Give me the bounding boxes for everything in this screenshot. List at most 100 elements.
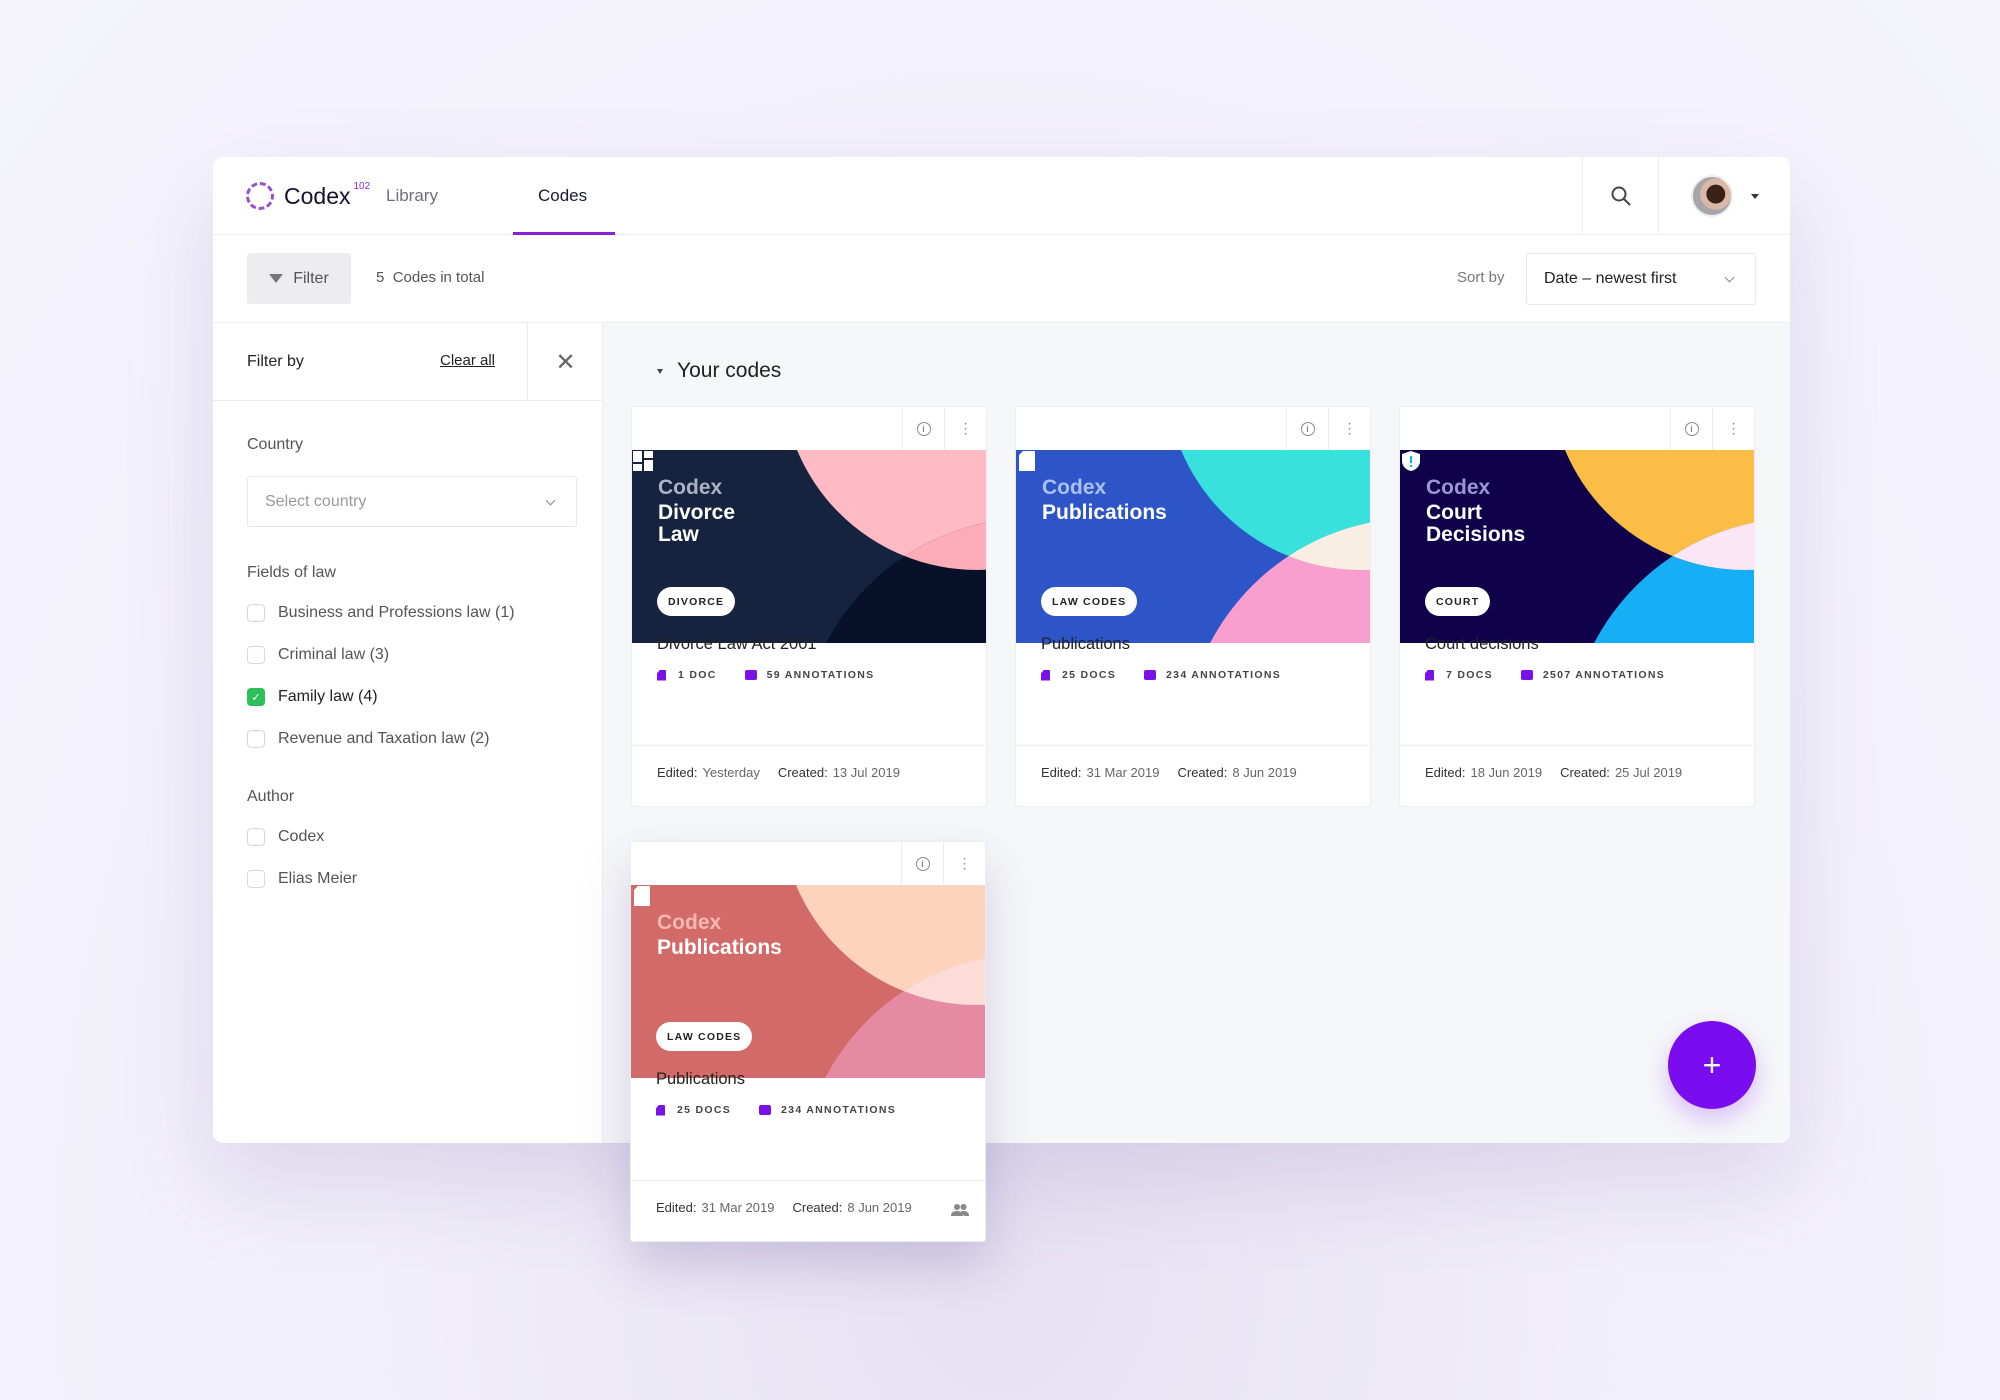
card-cover[interactable]: Codex Publications LAW CODES <box>1016 450 1370 643</box>
card-title[interactable]: Court decisions <box>1425 635 1539 653</box>
more-button[interactable]: ⋮ <box>1712 407 1754 450</box>
created-value: 25 Jul 2019 <box>1614 765 1683 780</box>
chevron-down-icon <box>545 495 556 506</box>
code-card[interactable]: i ⋮ Codex Publications LAW CODES Publica… <box>630 841 986 1242</box>
document-icon <box>656 1104 665 1116</box>
divider <box>1016 745 1370 746</box>
close-filter-button[interactable]: ✕ <box>527 323 603 401</box>
country-placeholder: Select country <box>265 492 367 510</box>
search-button[interactable] <box>1582 157 1658 235</box>
card-cover[interactable]: Codex Divorce Law DIVORCE <box>632 450 986 643</box>
avatar <box>1690 175 1733 217</box>
card-cover[interactable]: Codex Publications LAW CODES <box>631 885 985 1078</box>
card-footer: Edited: 18 Jun 2019 Created: 25 Jul 2019 <box>1425 765 1700 780</box>
checkbox[interactable] <box>247 646 265 664</box>
created-value: 13 Jul 2019 <box>832 765 900 780</box>
created-value: 8 Jun 2019 <box>847 1200 912 1215</box>
card-title[interactable]: Divorce Law Act 2001 <box>657 635 817 653</box>
code-card[interactable]: i ⋮ Codex Court Decisions COURT Court de… <box>1399 406 1755 807</box>
cover-art <box>797 450 986 643</box>
count-label: Codes in total <box>392 269 485 286</box>
card-cover[interactable]: Codex Court Decisions COURT <box>1400 450 1754 643</box>
annotations-count: 59 ANNOTATIONS <box>766 669 875 681</box>
logo-version: 102 <box>353 180 371 192</box>
logo-text: Codex <box>284 182 351 209</box>
checkbox-label: Revenue and Taxation law (2) <box>278 730 490 747</box>
annotations-count: 2507 ANNOTATIONS <box>1542 669 1666 681</box>
annotations-count: 234 ANNOTATIONS <box>1166 669 1282 681</box>
created-label: Created: <box>792 1200 843 1215</box>
filter-button[interactable]: Filter <box>247 253 351 304</box>
card-stats: 1 DOC 59 ANNOTATIONS <box>657 669 874 681</box>
info-button[interactable]: i <box>1670 407 1712 450</box>
tab-codes[interactable]: Codes <box>538 186 588 205</box>
cover-art <box>1565 450 1754 643</box>
docs-count: 25 DOCS <box>677 1104 732 1116</box>
edited-value: 31 Mar 2019 <box>701 1200 775 1215</box>
checkbox[interactable] <box>247 828 265 846</box>
info-button[interactable]: i <box>902 407 944 450</box>
checkbox-business-law[interactable]: Business and Professions law (1) <box>247 604 515 622</box>
codex-logo-icon <box>246 182 274 210</box>
filter-sidebar: Filter by Clear all ✕ Country Select cou… <box>213 323 603 1143</box>
checkbox-checked[interactable]: ✓ <box>247 688 265 706</box>
clear-all-link[interactable]: Clear all <box>440 352 496 369</box>
tab-library[interactable]: Library <box>386 186 438 205</box>
checkbox-family-law[interactable]: ✓ Family law (4) <box>247 688 378 706</box>
more-button[interactable]: ⋮ <box>1328 407 1370 450</box>
checkbox-revenue-law[interactable]: Revenue and Taxation law (2) <box>247 730 489 748</box>
annotation-icon <box>759 1105 772 1115</box>
codes-count: 5 Codes in total <box>376 269 484 286</box>
toolbar: Filter 5 Codes in total Sort by Date – n… <box>213 235 1790 323</box>
sort-select[interactable]: Date – newest first <box>1526 253 1756 305</box>
filter-header: Filter by Clear all ✕ <box>213 323 602 401</box>
checkbox-label: Codex <box>278 828 325 845</box>
code-card[interactable]: i ⋮ Codex Divorce Law DIVORCE Divorce La… <box>631 406 987 807</box>
checkbox[interactable] <box>247 730 265 748</box>
edited-label: Edited: <box>657 765 698 780</box>
section-toggle[interactable]: Your codes <box>657 359 781 383</box>
card-footer: Edited: 31 Mar 2019 Created: 8 Jun 2019 <box>1041 765 1315 780</box>
checkbox[interactable] <box>247 870 265 888</box>
more-button[interactable]: ⋮ <box>944 407 986 450</box>
user-menu[interactable] <box>1658 157 1790 235</box>
divider <box>631 1180 985 1181</box>
card-stats: 25 DOCS 234 ANNOTATIONS <box>656 1104 896 1116</box>
created-value: 8 Jun 2019 <box>1232 765 1297 780</box>
card-title[interactable]: Publications <box>1041 635 1130 653</box>
caret-down-icon <box>657 368 663 374</box>
code-card[interactable]: i ⋮ Codex Publications LAW CODES Publica… <box>1015 406 1371 807</box>
plus-icon: + <box>1702 1046 1722 1083</box>
info-icon: i <box>1300 421 1315 436</box>
card-toolbar: i ⋮ <box>631 842 985 885</box>
cover-brand: Codex <box>657 911 722 934</box>
cover-tag: LAW CODES <box>656 1022 753 1051</box>
annotation-icon <box>1520 670 1533 680</box>
docs-count: 7 DOCS <box>1446 669 1493 681</box>
info-button[interactable]: i <box>1286 407 1328 450</box>
checkbox-author-codex[interactable]: Codex <box>247 828 324 846</box>
edited-value: 31 Mar 2019 <box>1086 765 1160 780</box>
divider <box>632 745 986 746</box>
info-icon: i <box>915 856 930 871</box>
filter-title: Filter by <box>247 353 304 370</box>
card-toolbar: i ⋮ <box>1016 407 1370 450</box>
checkbox-author-elias[interactable]: Elias Meier <box>247 870 357 888</box>
more-button[interactable]: ⋮ <box>943 842 985 885</box>
section-title: Your codes <box>677 359 782 382</box>
created-label: Created: <box>777 765 828 780</box>
info-button[interactable]: i <box>901 842 943 885</box>
logo[interactable]: Codex 102 <box>246 180 371 210</box>
country-select[interactable]: Select country <box>247 476 577 527</box>
search-icon <box>1611 186 1631 206</box>
cover-tag: LAW CODES <box>1041 587 1138 616</box>
add-code-button[interactable]: + <box>1668 1021 1756 1109</box>
info-icon: i <box>1684 421 1699 436</box>
edited-value: Yesterday <box>702 765 760 780</box>
card-title[interactable]: Publications <box>656 1070 745 1088</box>
card-stats: 7 DOCS 2507 ANNOTATIONS <box>1425 669 1665 681</box>
checkbox-criminal-law[interactable]: Criminal law (3) <box>247 646 389 664</box>
docs-count: 25 DOCS <box>1062 669 1117 681</box>
checkbox[interactable] <box>247 604 265 622</box>
edited-label: Edited: <box>1041 765 1082 780</box>
